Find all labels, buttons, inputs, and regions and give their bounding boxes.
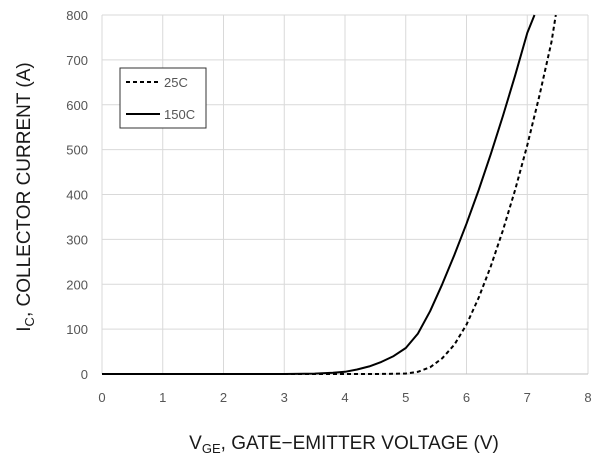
x-axis-title-subscript: GE xyxy=(202,441,221,456)
x-tick-label: 6 xyxy=(463,390,470,405)
x-tick-label: 3 xyxy=(281,390,288,405)
y-tick-label: 200 xyxy=(66,277,88,292)
series-line-25c xyxy=(102,14,557,375)
x-axis-title: VGE, GATE−EMITTER VOLTAGE (V) xyxy=(189,433,499,456)
series-lines xyxy=(102,14,557,375)
legend-box xyxy=(119,67,207,129)
y-tick-label: 800 xyxy=(66,8,88,23)
y-axis-title-rest: , COLLECTOR CURRENT (A) xyxy=(14,62,35,317)
legend-label-25c: 25C xyxy=(164,75,188,90)
y-axis-title-main: I xyxy=(14,326,35,331)
x-tick-label: 5 xyxy=(402,390,409,405)
series-line-150c xyxy=(102,14,536,375)
y-tick-label: 100 xyxy=(66,322,88,337)
x-tick-label: 4 xyxy=(341,390,348,405)
legend: 25C 150C xyxy=(119,67,207,129)
x-axis-title-rest: , GATE−EMITTER VOLTAGE (V) xyxy=(221,433,499,454)
y-axis-title-subscript: C xyxy=(22,317,37,326)
x-tick-labels: 0 1 2 3 4 5 6 7 8 xyxy=(98,390,591,405)
x-tick-label: 8 xyxy=(584,390,591,405)
y-tick-label: 300 xyxy=(66,232,88,247)
y-tick-label: 500 xyxy=(66,143,88,158)
x-tick-label: 2 xyxy=(220,390,227,405)
x-tick-label: 7 xyxy=(524,390,531,405)
y-tick-labels: 0 100 200 300 400 500 600 700 800 xyxy=(66,8,88,382)
legend-label-150c: 150C xyxy=(164,107,195,122)
y-tick-label: 600 xyxy=(66,98,88,113)
y-tick-label: 700 xyxy=(66,53,88,68)
y-tick-label: 400 xyxy=(66,188,88,203)
x-tick-label: 0 xyxy=(98,390,105,405)
y-axis-title: IC, COLLECTOR CURRENT (A) xyxy=(14,62,37,331)
y-tick-label: 0 xyxy=(81,367,88,382)
x-axis-title-main: V xyxy=(189,433,202,454)
x-tick-label: 1 xyxy=(159,390,166,405)
